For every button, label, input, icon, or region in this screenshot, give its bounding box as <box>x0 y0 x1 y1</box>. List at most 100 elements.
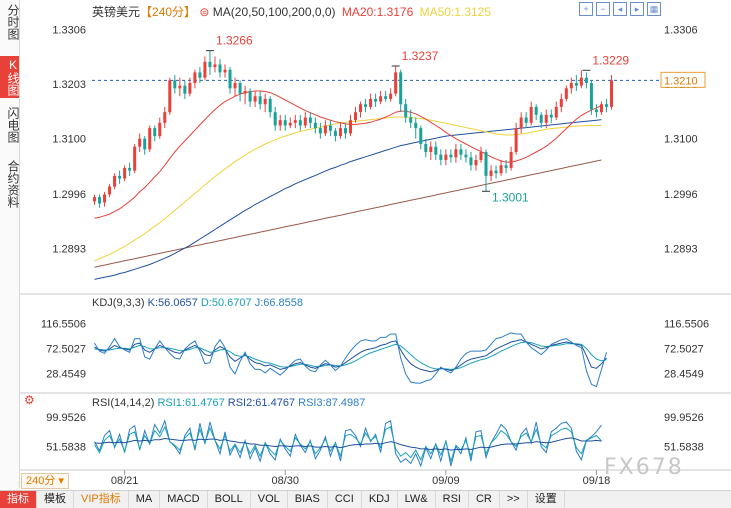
kdj-k-line <box>94 339 607 373</box>
candle-body <box>519 117 523 129</box>
indicator-button[interactable]: MACD <box>160 491 208 508</box>
kdj-d-label: D:50.6707 <box>200 297 252 309</box>
indicator-button[interactable]: MA <box>129 491 161 508</box>
tab-flash-chart[interactable]: 闪电图 <box>6 107 20 143</box>
indicator-button[interactable]: >> <box>500 491 528 508</box>
candle-body <box>574 83 578 86</box>
candle-body <box>419 128 423 145</box>
current-price-box <box>660 71 706 88</box>
candle-body <box>484 152 488 176</box>
price-tick-left: 1.3100 <box>52 134 86 146</box>
rsi-header: RSI(14,14,2) RSI1:61.4767 RSI2:61.4767 R… <box>92 397 365 409</box>
rsi-title: RSI(14,14,2) <box>92 397 155 409</box>
candle-body <box>178 85 182 89</box>
price-tick-left: 1.2996 <box>52 189 86 201</box>
indicator-button[interactable]: VOL <box>251 491 288 508</box>
candle-body <box>98 197 102 204</box>
indicator-button[interactable]: LW& <box>398 491 436 508</box>
high-annotation: 1.3266 <box>216 34 253 48</box>
candle-body <box>429 146 433 152</box>
indicator-button[interactable]: 模板 <box>37 491 74 508</box>
candle-body <box>469 157 473 166</box>
candle-body <box>258 96 262 105</box>
ma-settings-icon[interactable]: ⊜ <box>199 5 210 19</box>
tab-contract-info[interactable]: 合约资料 <box>6 160 20 208</box>
kdj-j-line <box>94 332 607 388</box>
tab-timeshare[interactable]: 分时图 <box>6 4 20 40</box>
candle-body <box>399 72 403 105</box>
candle-body <box>218 64 222 73</box>
kdj-k-label: K:56.0657 <box>147 297 198 309</box>
candle-body <box>278 120 282 126</box>
candle-body <box>389 93 393 99</box>
kdj-tick-left: 116.5506 <box>41 318 86 330</box>
rsi-tick-right: 99.9526 <box>664 412 704 424</box>
minus-box-icon[interactable]: − <box>596 2 610 16</box>
x-tick-label: 09/09 <box>432 475 460 487</box>
period-label: 【240分】 <box>140 5 197 19</box>
price-tick-left: 1.3203 <box>52 79 86 91</box>
indicator-button[interactable]: BIAS <box>288 491 328 508</box>
candle-body <box>544 114 548 123</box>
candle-body <box>459 149 463 155</box>
candle-body <box>138 138 142 147</box>
right-box-icon[interactable]: ▸ <box>630 2 644 16</box>
rsi2-label: RSI2:61.4767 <box>227 397 296 409</box>
rsi2-line <box>94 437 602 451</box>
price-chart[interactable]: 1.33061.33061.32031.32031.31001.31001.29… <box>0 0 731 490</box>
candle-body <box>354 112 358 121</box>
candle-body <box>474 159 478 166</box>
period-selector-label: 240分 <box>26 475 56 487</box>
chart-toolbar: + − ◂ ▸ ▦ <box>579 2 661 16</box>
candle-body <box>599 104 603 113</box>
rsi3-line <box>94 419 602 468</box>
left-box-icon[interactable]: ◂ <box>613 2 627 16</box>
kdj-tick-right: 72.5027 <box>664 344 704 356</box>
indicator-button[interactable]: RSI <box>436 491 469 508</box>
indicator-settings-icon: ⚙ <box>24 393 35 407</box>
candle-body <box>248 90 252 102</box>
candle-body <box>394 72 398 94</box>
candle-body <box>148 128 152 150</box>
candle-body <box>384 96 388 99</box>
indicator-bar: 指标 模板 VIP指标 MA MACD BOLL VOL BIAS CCI KDJ LW& RSI CR… <box>0 490 731 508</box>
candle-body <box>203 61 207 78</box>
candle-body <box>529 106 533 123</box>
candle-body <box>609 80 613 107</box>
candle-body <box>514 128 518 152</box>
period-selector[interactable]: 240分 ▾ <box>21 473 69 489</box>
candle-body <box>288 122 292 126</box>
candle-body <box>404 104 408 118</box>
kdj-j-label: J:66.8558 <box>254 297 304 309</box>
candle-body <box>133 146 137 171</box>
candle-body <box>564 88 568 99</box>
indicator-button[interactable]: CR <box>469 491 500 508</box>
candle-body <box>569 83 573 89</box>
indicator-button[interactable]: KDJ <box>362 491 398 508</box>
candle-body <box>374 98 378 102</box>
candle-body <box>198 72 202 78</box>
indicator-button[interactable]: VIP指标 <box>74 491 129 508</box>
candle-body <box>233 83 237 89</box>
rsi1-label: RSI1:61.4767 <box>157 397 225 409</box>
candle-body <box>539 114 543 123</box>
candle-body <box>293 120 297 123</box>
indicator-button[interactable]: BOLL <box>208 491 251 508</box>
indicator-button[interactable]: 设置 <box>528 491 565 508</box>
tab-kline[interactable]: K线图 <box>0 56 20 98</box>
low-annotation: 1.3001 <box>492 190 529 204</box>
candle-body <box>163 112 167 123</box>
plus-box-icon[interactable]: + <box>579 2 593 16</box>
kdj-d-line <box>94 341 607 370</box>
candle-body <box>123 167 127 179</box>
rsi3-label: RSI3:87.4987 <box>298 397 366 409</box>
indicator-button[interactable]: CCI <box>328 491 362 508</box>
x-tick-label: 08/21 <box>111 475 139 487</box>
grid-box-icon[interactable]: ▦ <box>647 2 661 16</box>
candle-body <box>479 152 483 160</box>
candle-body <box>323 125 327 134</box>
high-annotation: 1.3229 <box>592 53 629 67</box>
price-tick-right: 1.2893 <box>664 244 698 256</box>
price-tick-right: 1.2996 <box>664 189 698 201</box>
indicator-button[interactable]: 指标 <box>0 491 37 508</box>
